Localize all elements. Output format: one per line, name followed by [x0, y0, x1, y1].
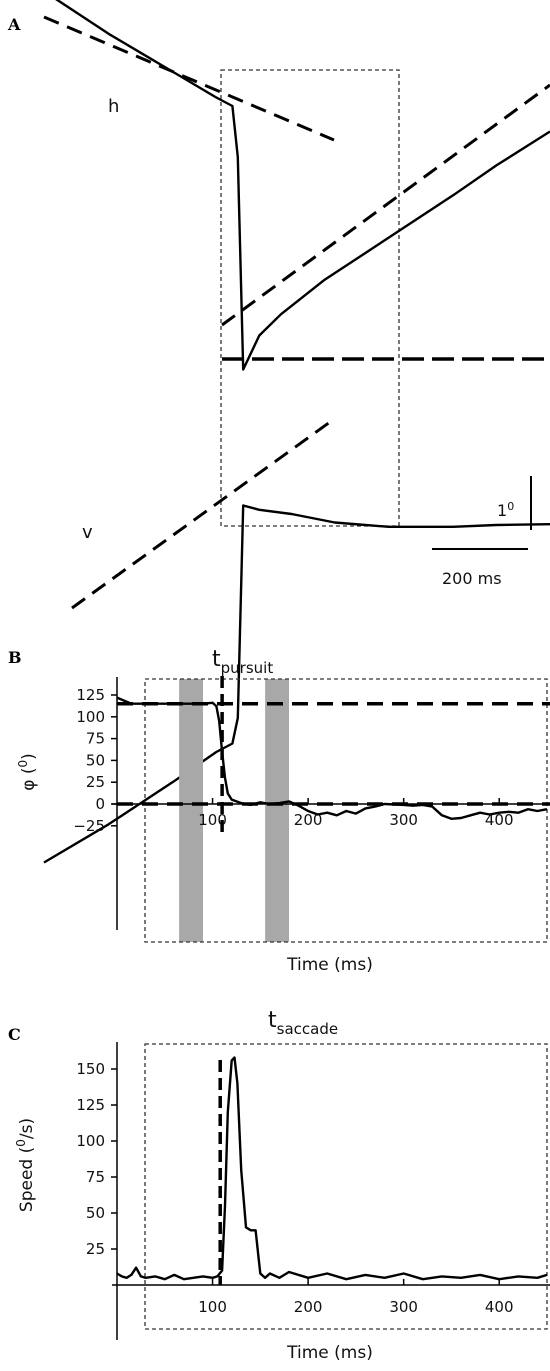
- c-speed-trace: [116, 1056, 548, 1281]
- c-x-tick-label: 300: [389, 1298, 418, 1316]
- c-x-ticks: 100 200 300 400: [198, 1279, 514, 1316]
- b-direction-trace: [116, 696, 548, 820]
- analysis-window-a: [220, 69, 400, 527]
- c-y-tick-label: 25: [86, 1240, 105, 1258]
- b-y-tick-label: 0: [95, 795, 105, 813]
- b-y-axis-label: φ (0): [16, 753, 39, 791]
- analysis-window-c: [144, 1043, 548, 1330]
- b-y-tick-label: 75: [86, 730, 105, 748]
- c-y-axis-label: Speed (0/s): [14, 1118, 37, 1212]
- b-x-axis-label: Time (ms): [286, 955, 373, 975]
- c-y-tick-label: 75: [86, 1168, 105, 1186]
- c-y-tick-label: 50: [86, 1204, 105, 1222]
- c-x-tick-label: 400: [485, 1298, 514, 1316]
- b-y-tick-label: 125: [76, 686, 105, 704]
- panel-letter-a: A: [7, 15, 21, 34]
- analysis-window-b: [144, 678, 548, 943]
- c-y-tick-label: 150: [76, 1060, 105, 1078]
- h-fit-line-pre: [43, 15, 335, 142]
- b-y-tick-label: 50: [86, 751, 105, 769]
- b-shaded-interval-2: [265, 679, 289, 942]
- h-trace-label: h: [108, 96, 119, 117]
- t-saccade-label: tsaccade: [268, 1008, 338, 1038]
- t-pursuit-label: tpursuit: [212, 647, 273, 677]
- c-x-tick-label: 200: [294, 1298, 323, 1316]
- b-x-tick-label: 400: [485, 811, 514, 829]
- b-x-tick-label: 200: [294, 811, 323, 829]
- panel-letter-c: C: [8, 1025, 21, 1044]
- v-fit-line-pre: [71, 420, 331, 610]
- panel-b: B tpursuit −25 0 25 50 75 100 125 100 200 300 400…: [8, 647, 550, 975]
- scale-bar-vertical-label: 10: [497, 500, 514, 521]
- b-shaded-intervals: [179, 679, 289, 942]
- c-y-ticks: 25 50 75 100 125 150: [76, 1060, 117, 1258]
- b-x-tick-label: 100: [198, 811, 227, 829]
- c-y-tick-label: 125: [76, 1096, 105, 1114]
- c-y-tick-label: 100: [76, 1132, 105, 1150]
- b-y-tick-label: 25: [86, 773, 105, 791]
- v-trace: [43, 504, 550, 864]
- h-fit-line-post: [221, 83, 550, 327]
- panel-a: A h v 10 200 ms: [7, 0, 550, 864]
- b-y-tick-label: 100: [76, 708, 105, 726]
- h-trace: [55, 0, 550, 371]
- v-trace-label: v: [82, 522, 93, 543]
- b-x-tick-label: 300: [389, 811, 418, 829]
- b-x-ticks: 100 200 300 400: [198, 798, 514, 829]
- panel-letter-b: B: [8, 648, 22, 667]
- c-x-tick-label: 100: [198, 1298, 227, 1316]
- b-y-ticks: −25 0 25 50 75 100 125: [73, 686, 117, 835]
- scale-bar-horizontal-label: 200 ms: [442, 569, 502, 588]
- b-shaded-interval-1: [179, 679, 203, 942]
- b-y-tick-label: −25: [73, 817, 105, 835]
- c-x-axis-label: Time (ms): [286, 1343, 373, 1363]
